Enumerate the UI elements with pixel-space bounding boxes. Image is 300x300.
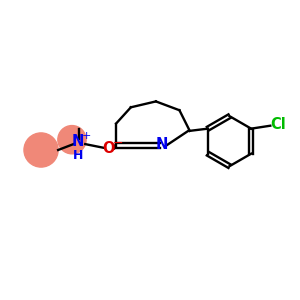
Text: N: N: [155, 136, 168, 152]
Text: H: H: [73, 148, 83, 161]
Text: −: −: [113, 137, 124, 150]
Circle shape: [24, 133, 58, 167]
Text: Cl: Cl: [271, 117, 286, 132]
Text: N: N: [72, 134, 84, 149]
Text: +: +: [82, 131, 92, 141]
Circle shape: [58, 126, 86, 154]
Text: O: O: [103, 141, 115, 156]
